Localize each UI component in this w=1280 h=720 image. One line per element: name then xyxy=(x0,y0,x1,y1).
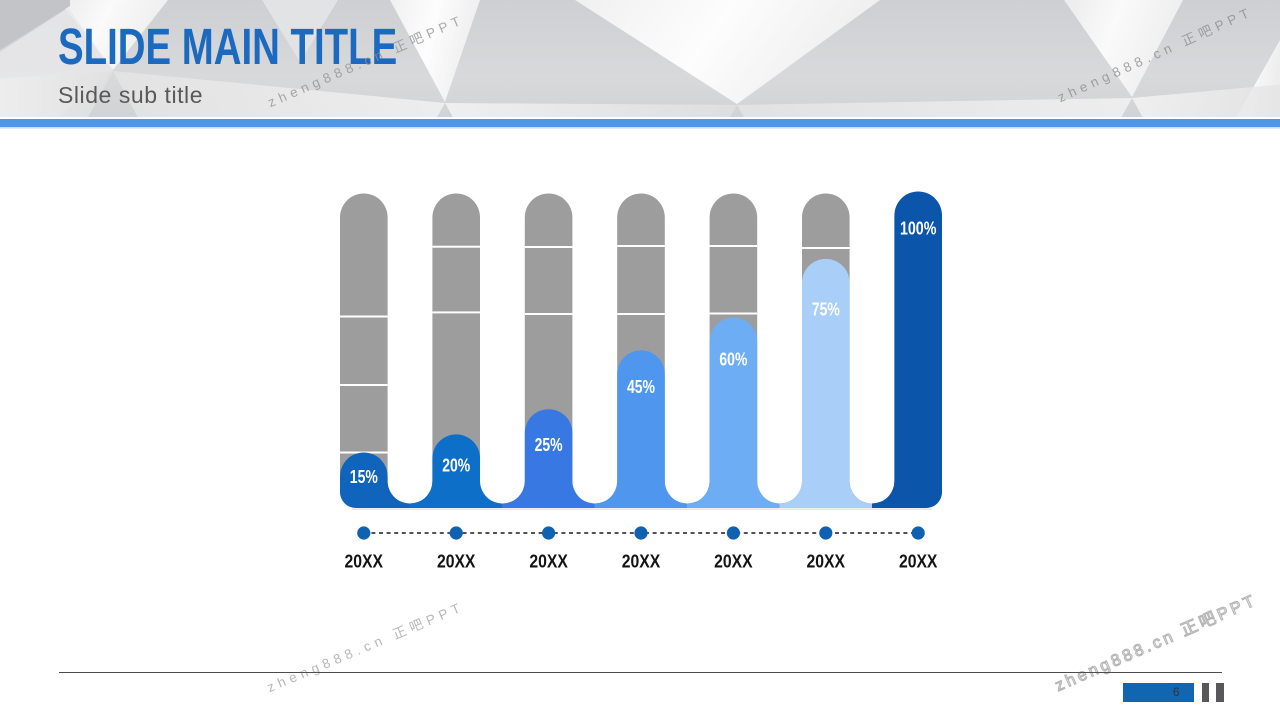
svg-text:100%: 100% xyxy=(900,219,937,239)
svg-text:75%: 75% xyxy=(812,300,840,320)
svg-text:45%: 45% xyxy=(627,377,655,397)
svg-text:20XX: 20XX xyxy=(714,552,753,572)
svg-text:15%: 15% xyxy=(350,467,378,487)
svg-text:20XX: 20XX xyxy=(437,552,476,572)
svg-text:20XX: 20XX xyxy=(345,552,384,572)
svg-text:20%: 20% xyxy=(442,456,470,476)
svg-text:20XX: 20XX xyxy=(899,552,938,572)
svg-text:20XX: 20XX xyxy=(807,552,846,572)
svg-text:60%: 60% xyxy=(719,350,747,370)
svg-text:25%: 25% xyxy=(535,435,563,455)
svg-text:20XX: 20XX xyxy=(622,552,661,572)
svg-text:20XX: 20XX xyxy=(529,552,568,572)
